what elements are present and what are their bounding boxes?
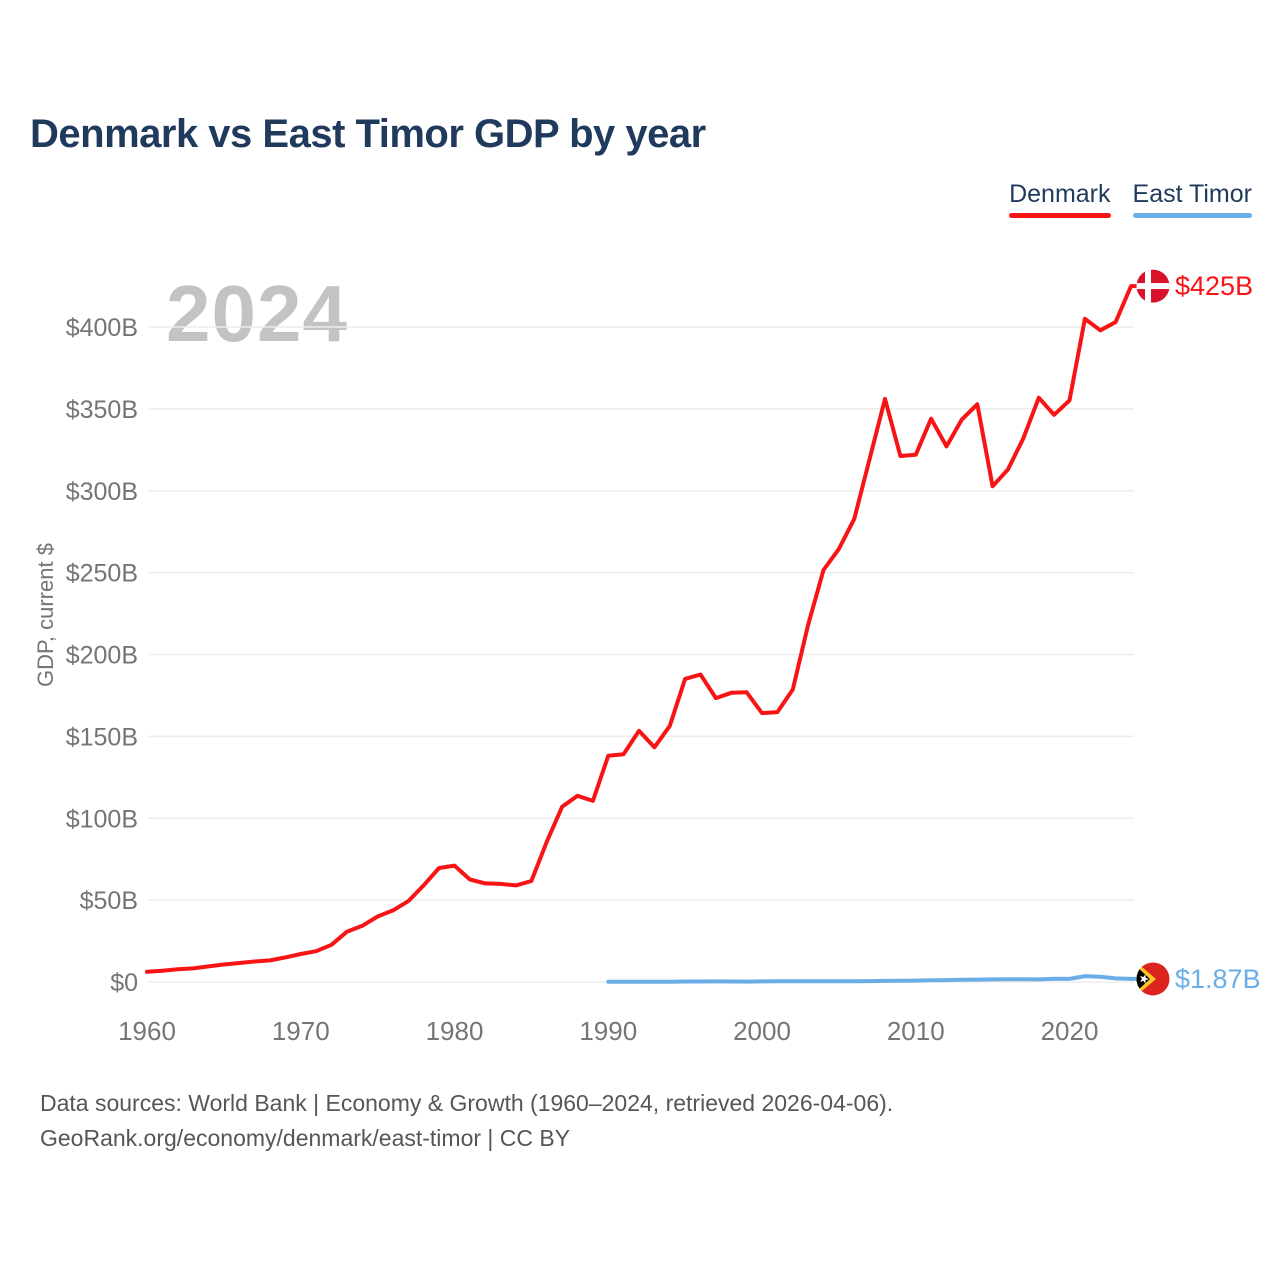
denmark-flag-icon	[1136, 269, 1170, 303]
x-tick-label: 2020	[1041, 1016, 1099, 1046]
x-tick-label: 1970	[272, 1016, 330, 1046]
y-tick-label: $200B	[66, 642, 138, 670]
x-tick-label: 1990	[579, 1016, 637, 1046]
legend-label-east-timor: East Timor	[1132, 180, 1252, 208]
y-tick-label: $300B	[66, 478, 138, 506]
y-tick-label: $250B	[66, 560, 138, 588]
y-tick-label: $150B	[66, 723, 138, 751]
x-tick-label: 1960	[118, 1016, 176, 1046]
x-tick-label: 2000	[733, 1016, 791, 1046]
y-tick-label: $100B	[66, 805, 138, 833]
legend-item-east-timor[interactable]: East Timor	[1132, 180, 1252, 218]
line-east_timor[interactable]	[606, 974, 1141, 984]
end-label-east_timor: $1.87B	[1175, 964, 1261, 994]
line-denmark[interactable]	[145, 284, 1141, 974]
footer-attribution[interactable]: GeoRank.org/economy/denmark/east-timor |…	[40, 1125, 571, 1151]
legend-item-denmark[interactable]: Denmark	[1009, 180, 1111, 218]
legend-swatch-denmark	[1009, 213, 1111, 218]
y-tick-label: $400B	[66, 314, 138, 342]
year-watermark: 2024	[166, 269, 348, 358]
y-tick-label: $0	[110, 969, 138, 997]
footer: Data sources: World Bank | Economy & Gro…	[40, 1086, 893, 1156]
end-label-denmark: $425B	[1175, 271, 1253, 301]
legend-swatch-east-timor	[1132, 213, 1252, 218]
footer-data-sources: Data sources: World Bank | Economy & Gro…	[40, 1090, 894, 1116]
legend-label-denmark: Denmark	[1009, 180, 1111, 208]
east-timor-flag-icon	[1136, 962, 1170, 996]
legend: Denmark East Timor	[1009, 180, 1252, 218]
page-title: Denmark vs East Timor GDP by year	[30, 112, 706, 156]
x-tick-label: 1980	[426, 1016, 484, 1046]
y-tick-label: $350B	[66, 396, 138, 424]
y-tick-label: $50B	[80, 887, 138, 915]
x-tick-label: 2010	[887, 1016, 945, 1046]
